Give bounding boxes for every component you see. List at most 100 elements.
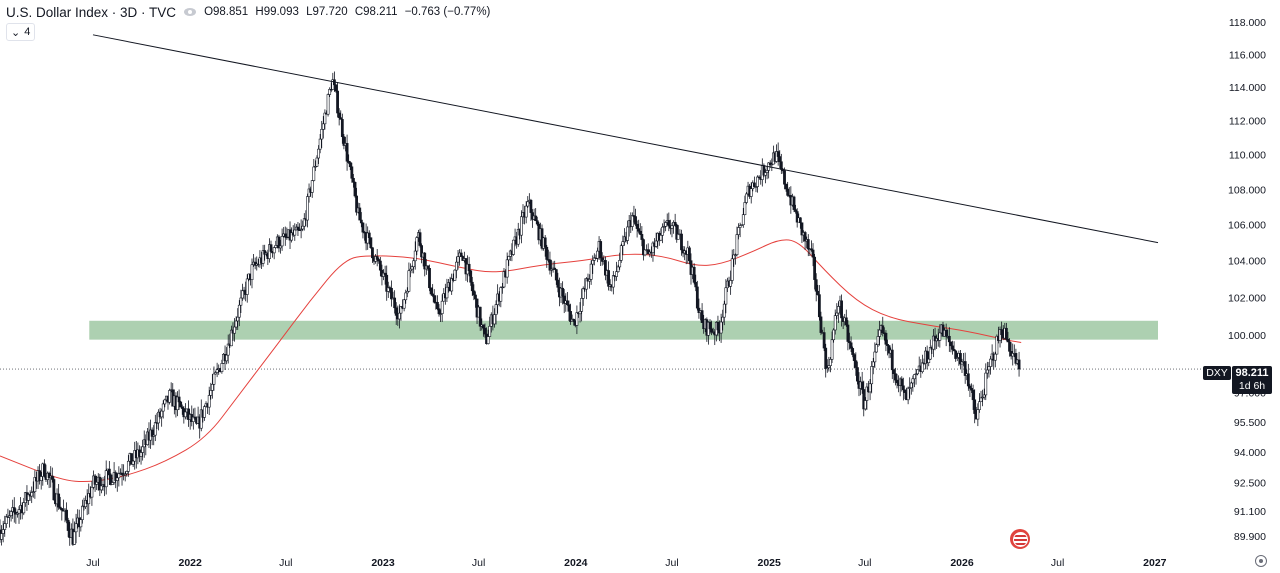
candle[interactable] <box>836 301 840 323</box>
candle[interactable] <box>366 226 370 250</box>
candle[interactable] <box>911 375 915 392</box>
candle[interactable] <box>122 464 126 481</box>
candle[interactable] <box>375 249 379 267</box>
candle[interactable] <box>336 82 339 118</box>
candle[interactable] <box>618 252 622 270</box>
candle[interactable] <box>120 464 124 486</box>
candle[interactable] <box>981 389 985 407</box>
candle[interactable] <box>634 208 637 227</box>
candle[interactable] <box>580 288 584 322</box>
candle[interactable] <box>844 309 848 327</box>
candle[interactable] <box>432 289 436 304</box>
candle[interactable] <box>323 109 327 130</box>
candle[interactable] <box>60 508 64 521</box>
candle[interactable] <box>193 407 197 421</box>
candle[interactable] <box>794 204 797 214</box>
candle[interactable] <box>963 352 967 384</box>
resistance-trendline[interactable] <box>92 34 1159 244</box>
candle[interactable] <box>302 213 306 231</box>
candle[interactable] <box>829 356 832 373</box>
candle[interactable] <box>141 439 145 461</box>
candle[interactable] <box>876 329 880 347</box>
candle[interactable] <box>474 291 477 308</box>
candle[interactable] <box>214 370 217 375</box>
candle[interactable] <box>960 358 964 373</box>
candle[interactable] <box>274 240 278 249</box>
candle[interactable] <box>339 110 343 120</box>
candle[interactable] <box>1000 321 1004 344</box>
candle[interactable] <box>385 265 389 301</box>
candle[interactable] <box>359 212 363 228</box>
candle[interactable] <box>73 521 76 545</box>
candle[interactable] <box>285 227 289 240</box>
candle[interactable] <box>944 323 948 347</box>
candle[interactable] <box>786 181 790 197</box>
candle[interactable] <box>263 244 267 261</box>
candle[interactable] <box>378 256 382 277</box>
candle[interactable] <box>1017 351 1021 377</box>
candle[interactable] <box>115 472 119 492</box>
candle[interactable] <box>737 223 740 240</box>
candle[interactable] <box>184 403 187 420</box>
candle[interactable] <box>250 258 254 289</box>
candle[interactable] <box>638 223 642 236</box>
candle[interactable] <box>117 466 121 487</box>
candle[interactable] <box>900 376 904 392</box>
candle[interactable] <box>798 217 802 229</box>
candle[interactable] <box>4 513 8 528</box>
candle[interactable] <box>210 374 214 399</box>
candle[interactable] <box>534 208 538 222</box>
candle[interactable] <box>895 373 899 389</box>
candle[interactable] <box>52 476 56 501</box>
candle[interactable] <box>741 207 745 228</box>
candle[interactable] <box>177 389 181 410</box>
candle[interactable] <box>581 286 585 306</box>
candle[interactable] <box>481 324 485 337</box>
candle[interactable] <box>680 229 683 256</box>
candle[interactable] <box>745 191 748 205</box>
candle[interactable] <box>951 340 954 355</box>
candle[interactable] <box>887 344 891 359</box>
candle[interactable] <box>234 316 238 331</box>
candle[interactable] <box>856 361 859 385</box>
candle[interactable] <box>225 347 229 365</box>
candle[interactable] <box>987 362 991 378</box>
candle[interactable] <box>632 205 636 223</box>
candle[interactable] <box>954 350 958 362</box>
candle[interactable] <box>472 284 476 301</box>
candle[interactable] <box>619 243 623 263</box>
candle[interactable] <box>236 308 240 330</box>
candle[interactable] <box>345 134 349 171</box>
candle[interactable] <box>226 334 230 364</box>
candle[interactable] <box>402 298 406 312</box>
candle[interactable] <box>578 302 582 323</box>
candle[interactable] <box>507 255 511 266</box>
candle[interactable] <box>290 227 294 243</box>
candle[interactable] <box>436 295 439 311</box>
candle[interactable] <box>729 270 733 295</box>
candle[interactable] <box>90 481 94 506</box>
gear-icon[interactable] <box>1255 555 1267 567</box>
candle[interactable] <box>600 252 604 266</box>
candle[interactable] <box>1004 322 1008 341</box>
candle[interactable] <box>459 249 463 257</box>
candle[interactable] <box>667 212 671 232</box>
candle[interactable] <box>607 261 610 291</box>
candle[interactable] <box>95 475 99 491</box>
candle[interactable] <box>150 427 154 446</box>
candle[interactable] <box>139 446 143 465</box>
candle[interactable] <box>543 235 547 257</box>
candle[interactable] <box>890 343 894 380</box>
candle[interactable] <box>556 272 560 293</box>
candle[interactable] <box>367 230 371 245</box>
candle[interactable] <box>114 470 118 489</box>
candle[interactable] <box>261 244 265 267</box>
candle[interactable] <box>659 228 663 242</box>
candle[interactable] <box>437 304 441 317</box>
candle[interactable] <box>299 219 303 239</box>
candle[interactable] <box>825 359 829 373</box>
candle[interactable] <box>453 269 457 281</box>
candle[interactable] <box>970 383 973 393</box>
candle[interactable] <box>350 162 354 183</box>
candle[interactable] <box>355 187 358 216</box>
